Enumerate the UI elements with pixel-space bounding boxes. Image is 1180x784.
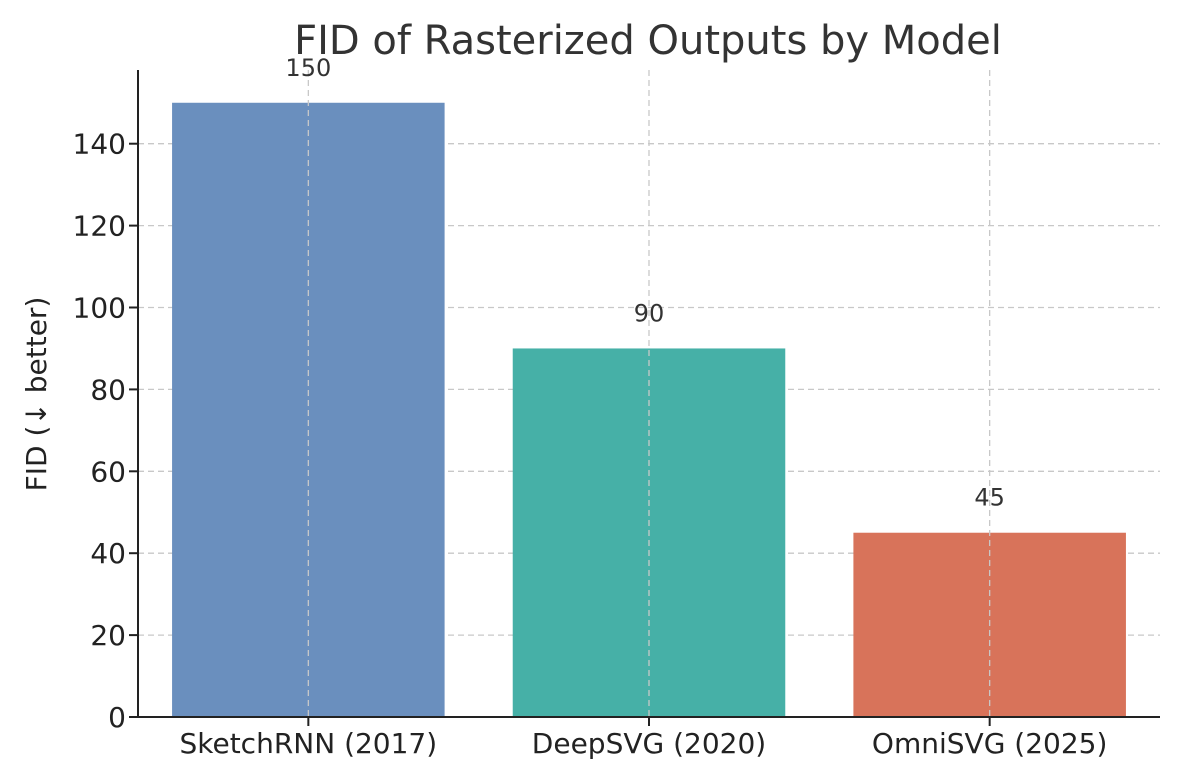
- y-tick-label: 40: [90, 537, 126, 570]
- y-tick-label: 100: [73, 292, 126, 325]
- bar-value-label: 45: [974, 484, 1005, 512]
- y-tick-label: 140: [73, 128, 126, 161]
- y-tick-label: 0: [108, 701, 126, 734]
- y-axis-label: FID (↓ better): [20, 297, 53, 492]
- bar-value-label: 90: [634, 299, 665, 327]
- x-tick-label: DeepSVG (2020): [532, 727, 766, 760]
- bar-value-labels: 150 90 45: [285, 54, 1005, 512]
- bar-value-label: 150: [285, 54, 331, 82]
- x-tick-label: SketchRNN (2017): [179, 727, 437, 760]
- chart-title: FID of Rasterized Outputs by Model: [294, 18, 1002, 64]
- y-tick-label: 120: [73, 210, 126, 243]
- y-tick-label: 60: [90, 455, 126, 488]
- tick-labels: 0 20 40 60 80 100 120 140 SketchRNN (2017) DeepSV…: [73, 128, 1108, 760]
- y-tick-label: 80: [90, 373, 126, 406]
- y-tick-label: 20: [90, 619, 126, 652]
- axes: [129, 70, 1160, 726]
- x-tick-label: OmniSVG (2025): [872, 727, 1107, 760]
